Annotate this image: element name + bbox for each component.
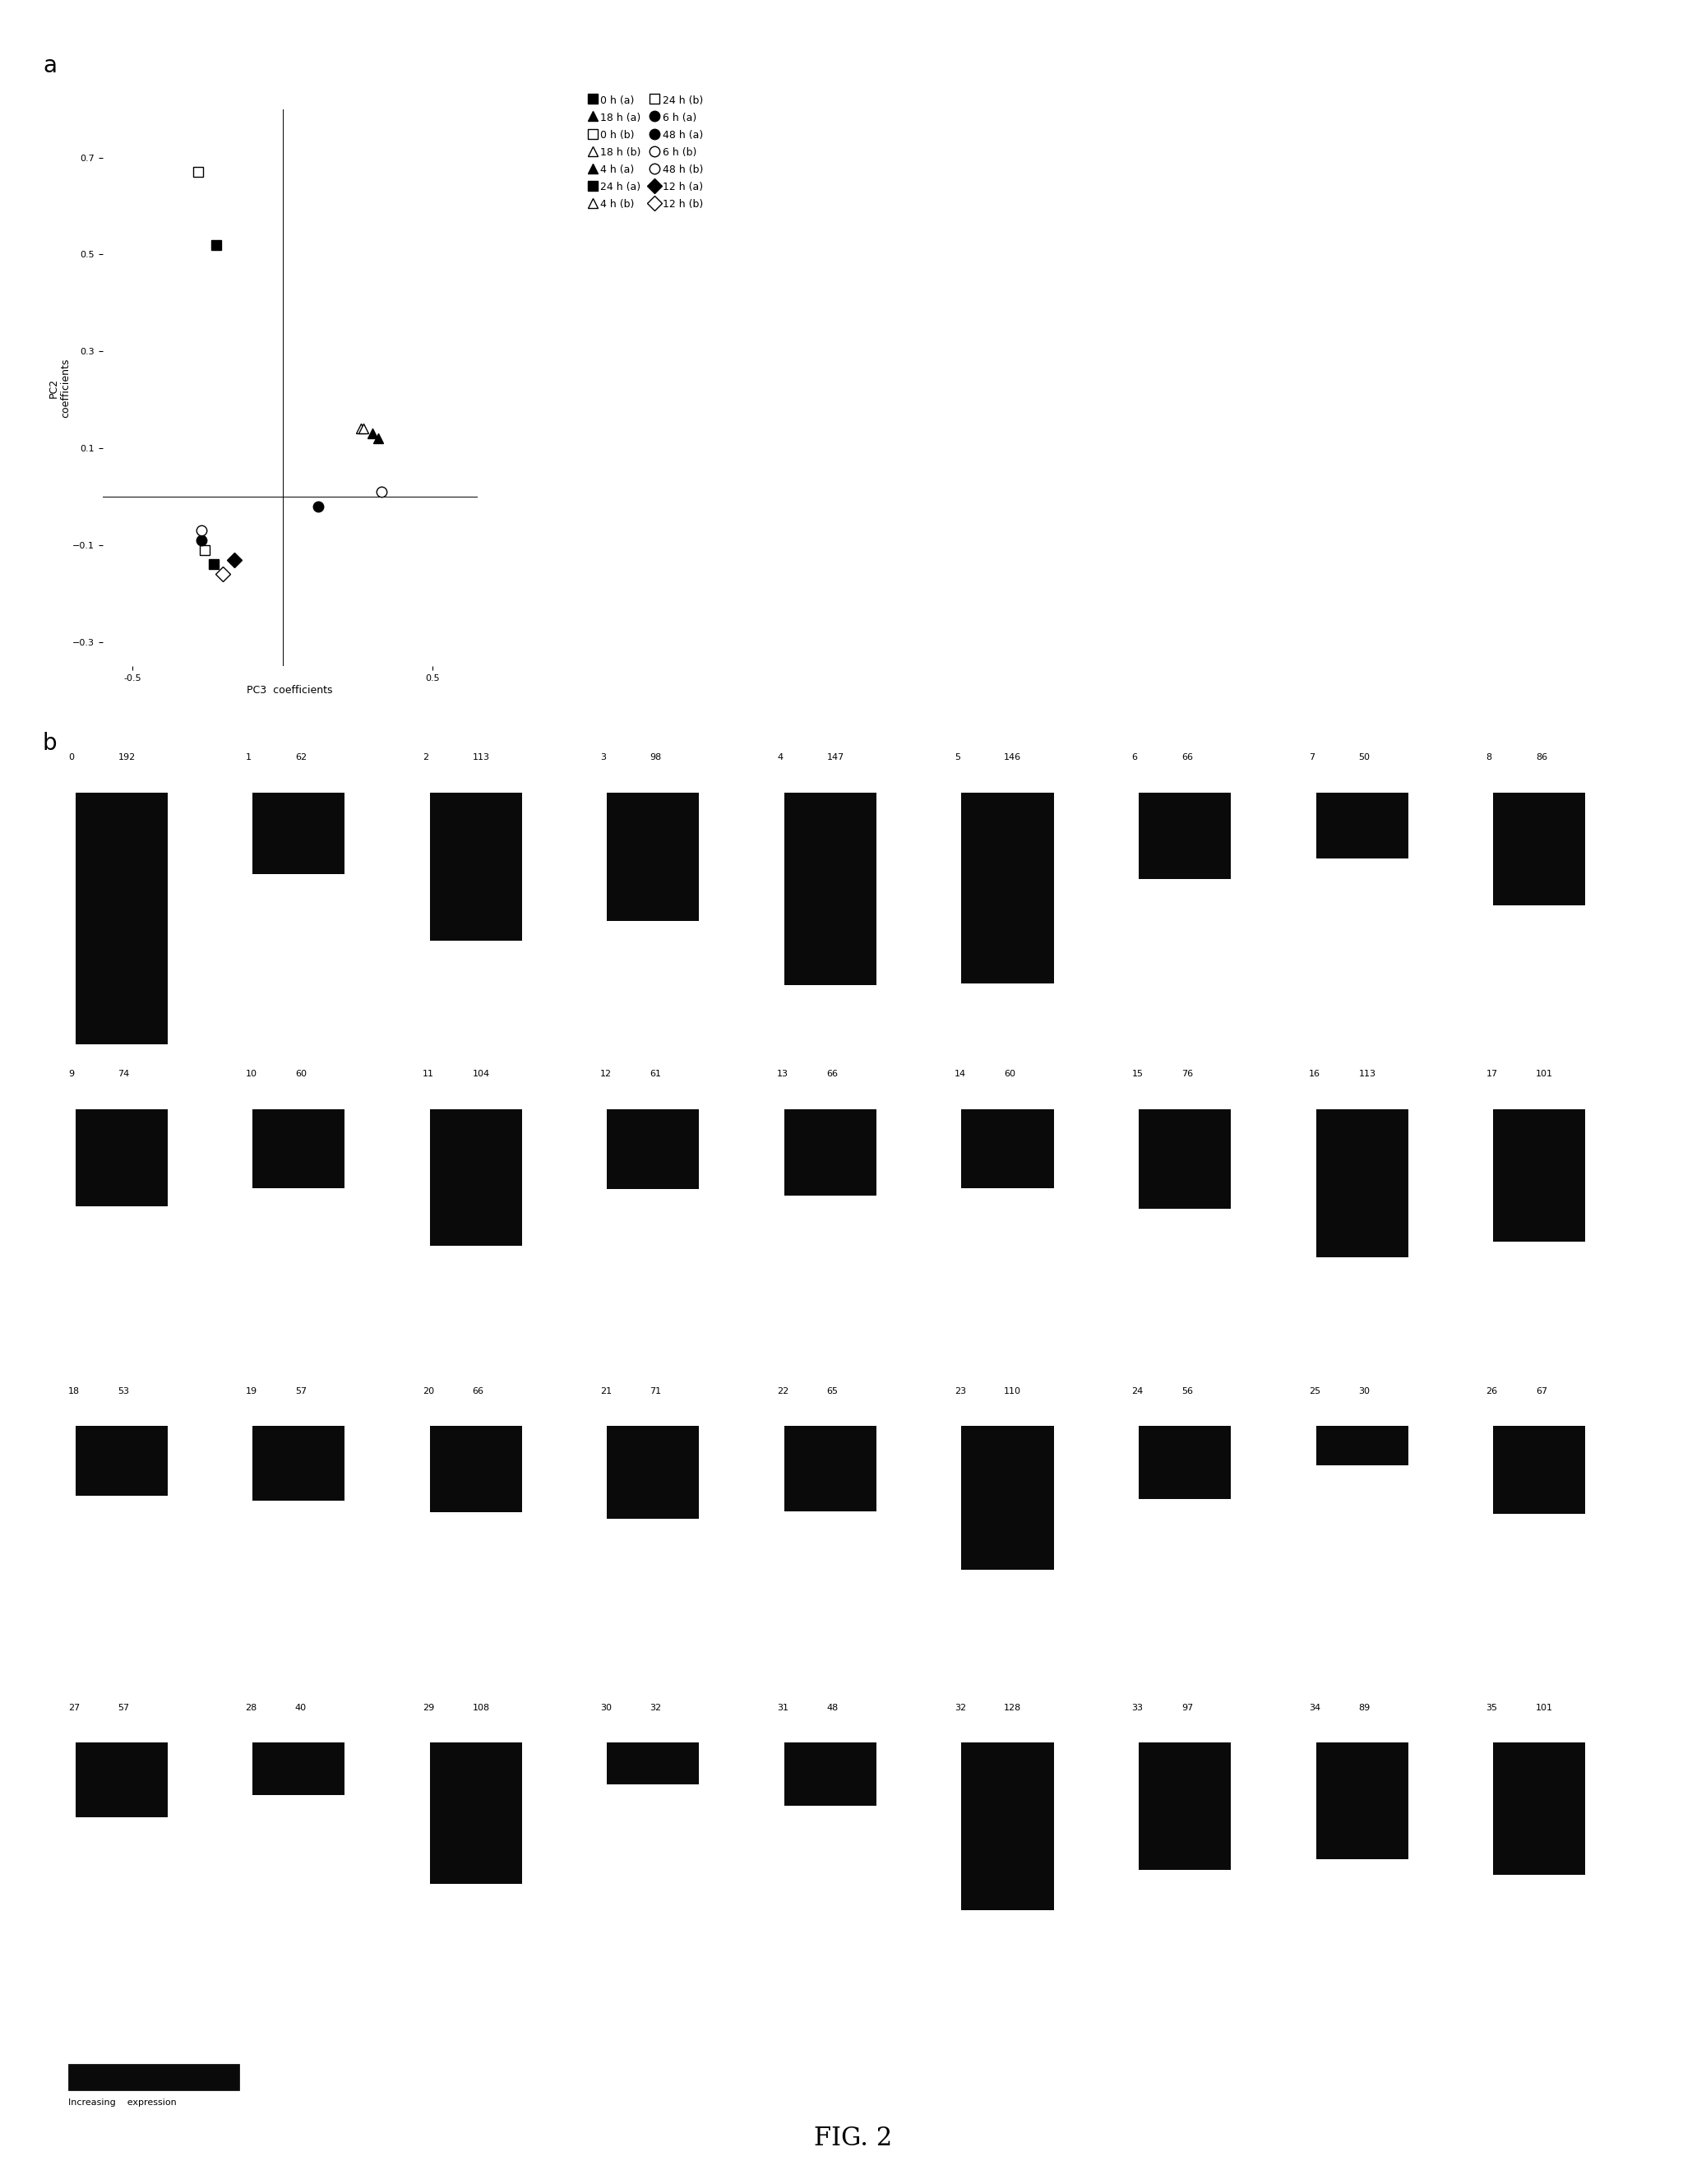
Text: 31: 31 [778, 1704, 788, 1712]
Text: 50: 50 [1358, 753, 1370, 762]
Text: 4: 4 [778, 753, 783, 762]
Text: 7: 7 [1309, 753, 1315, 762]
Text: 19: 19 [246, 1387, 258, 1396]
Text: 76: 76 [1181, 1070, 1192, 1079]
Text: 14: 14 [954, 1070, 966, 1079]
Text: 28: 28 [246, 1704, 258, 1712]
Text: 16: 16 [1309, 1070, 1320, 1079]
Text: 15: 15 [1131, 1070, 1143, 1079]
Text: 146: 146 [1005, 753, 1022, 762]
Text: 53: 53 [118, 1387, 130, 1396]
Text: 25: 25 [1309, 1387, 1320, 1396]
Text: 89: 89 [1358, 1704, 1370, 1712]
Text: 40: 40 [295, 1704, 307, 1712]
Text: 104: 104 [473, 1070, 490, 1079]
Text: 34: 34 [1309, 1704, 1320, 1712]
Text: 18: 18 [68, 1387, 80, 1396]
Text: 67: 67 [1535, 1387, 1547, 1396]
Text: 56: 56 [1181, 1387, 1192, 1396]
Text: 0: 0 [68, 753, 73, 762]
Text: 30: 30 [1358, 1387, 1370, 1396]
Text: 3: 3 [601, 753, 606, 762]
Text: 108: 108 [473, 1704, 490, 1712]
Text: 35: 35 [1486, 1704, 1498, 1712]
Text: Increasing    expression: Increasing expression [68, 2099, 176, 2108]
Text: 66: 66 [827, 1070, 838, 1079]
Text: 22: 22 [778, 1387, 788, 1396]
Text: 60: 60 [1005, 1070, 1015, 1079]
Text: 26: 26 [1486, 1387, 1498, 1396]
Text: 21: 21 [601, 1387, 611, 1396]
Text: 20: 20 [423, 1387, 435, 1396]
Text: b: b [43, 732, 56, 756]
Text: 1: 1 [246, 753, 251, 762]
Text: 27: 27 [68, 1704, 80, 1712]
Legend: 0 h (a), 18 h (a), 0 h (b), 18 h (b), 4 h (a), 24 h (a), 4 h (b), 24 h (b), 6 h : 0 h (a), 18 h (a), 0 h (b), 18 h (b), 4 … [585, 92, 705, 212]
Text: 86: 86 [1535, 753, 1547, 762]
Text: 57: 57 [295, 1387, 307, 1396]
Text: 30: 30 [601, 1704, 611, 1712]
Text: 11: 11 [423, 1070, 435, 1079]
Text: 23: 23 [954, 1387, 966, 1396]
Text: 17: 17 [1486, 1070, 1498, 1079]
Text: 32: 32 [650, 1704, 662, 1712]
Text: 101: 101 [1535, 1704, 1552, 1712]
Text: 5: 5 [954, 753, 960, 762]
Text: 8: 8 [1486, 753, 1493, 762]
Text: 65: 65 [827, 1387, 838, 1396]
Text: 74: 74 [118, 1070, 130, 1079]
Text: 48: 48 [827, 1704, 839, 1712]
Text: 9: 9 [68, 1070, 73, 1079]
Text: 57: 57 [118, 1704, 130, 1712]
Text: 13: 13 [778, 1070, 788, 1079]
Text: 32: 32 [954, 1704, 966, 1712]
Y-axis label: PC2
coefficients: PC2 coefficients [48, 358, 72, 417]
Text: 66: 66 [1181, 753, 1192, 762]
Text: FIG. 2: FIG. 2 [814, 2125, 892, 2151]
Text: 6: 6 [1131, 753, 1138, 762]
Text: 29: 29 [423, 1704, 435, 1712]
Text: 113: 113 [1358, 1070, 1375, 1079]
Text: 101: 101 [1535, 1070, 1552, 1079]
Text: 66: 66 [473, 1387, 485, 1396]
Text: 60: 60 [295, 1070, 307, 1079]
X-axis label: PC3  coefficients: PC3 coefficients [247, 684, 333, 695]
Text: 12: 12 [601, 1070, 611, 1079]
Text: 10: 10 [246, 1070, 258, 1079]
Text: 128: 128 [1005, 1704, 1022, 1712]
Text: 113: 113 [473, 753, 490, 762]
Text: 62: 62 [295, 753, 307, 762]
Text: 2: 2 [423, 753, 428, 762]
Text: 71: 71 [650, 1387, 662, 1396]
Text: a: a [43, 55, 56, 79]
Text: 110: 110 [1005, 1387, 1022, 1396]
Text: 33: 33 [1131, 1704, 1143, 1712]
Text: 24: 24 [1131, 1387, 1143, 1396]
Text: 147: 147 [827, 753, 844, 762]
Text: 98: 98 [650, 753, 662, 762]
Text: 61: 61 [650, 1070, 662, 1079]
Text: 192: 192 [118, 753, 135, 762]
Text: 97: 97 [1181, 1704, 1192, 1712]
